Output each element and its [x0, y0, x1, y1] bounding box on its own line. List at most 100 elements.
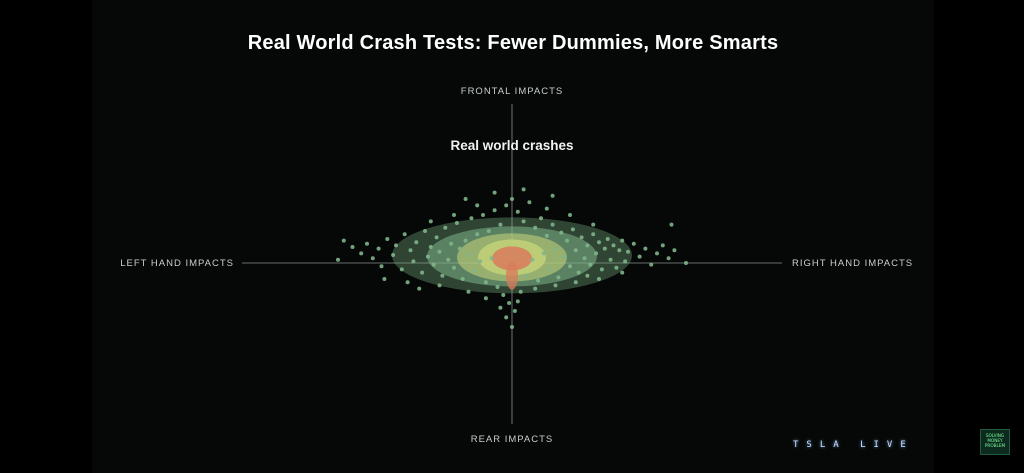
crash-point: [573, 248, 578, 253]
crash-point: [454, 221, 459, 225]
badge-line-3: PROBLEM: [984, 443, 1006, 448]
crash-point: [365, 241, 369, 246]
crash-point: [585, 243, 590, 248]
crash-point: [521, 219, 526, 224]
density-blob-4: [492, 246, 532, 271]
crash-point: [527, 200, 532, 205]
crash-point: [402, 232, 407, 237]
crash-point: [524, 273, 529, 278]
crash-point: [643, 246, 648, 251]
crash-point: [492, 208, 497, 213]
crash-point: [623, 259, 628, 264]
crash-point: [469, 216, 474, 221]
crash-point: [443, 225, 448, 230]
channel-badge-logo: SOLVING MONEY PROBLEM: [980, 429, 1010, 455]
crash-point: [504, 203, 509, 208]
crash-point: [466, 253, 471, 257]
tsla-live-logo: TSLA LIVE: [793, 440, 914, 450]
crash-point: [420, 270, 425, 275]
crash-point: [492, 190, 497, 195]
crash-point: [478, 259, 483, 264]
crash-point: [553, 246, 558, 251]
crash-point: [649, 262, 654, 267]
crash-point: [425, 254, 430, 259]
crash-point: [570, 227, 575, 232]
density-layer: [392, 217, 632, 294]
crash-point: [382, 277, 387, 281]
crash-point: [457, 246, 462, 251]
crash-point: [594, 251, 599, 256]
crash-point: [553, 283, 558, 288]
crash-point: [547, 267, 552, 272]
crash-point: [515, 209, 520, 214]
crash-point: [440, 273, 445, 278]
crash-point: [501, 293, 506, 297]
crash-point: [588, 262, 593, 267]
crash-point: [530, 257, 535, 262]
crash-point: [597, 277, 601, 281]
crash-point: [608, 257, 613, 262]
crash-point: [399, 267, 404, 272]
crash-point: [507, 301, 512, 305]
crash-point: [359, 251, 364, 256]
crash-point: [544, 233, 549, 238]
crash-point: [620, 238, 625, 243]
crash-point: [498, 222, 503, 227]
crash-point: [536, 278, 541, 283]
crash-point: [562, 254, 567, 259]
crash-point: [336, 257, 340, 262]
crash-point: [544, 206, 549, 211]
crash-point: [449, 241, 454, 246]
crash-point: [614, 265, 619, 270]
crash-point: [579, 235, 584, 240]
crash-point: [591, 222, 596, 227]
crash-point: [568, 264, 572, 269]
crash-point: [385, 237, 390, 241]
crash-point: [481, 213, 485, 217]
crash-point: [602, 246, 607, 251]
crash-point: [672, 248, 677, 253]
crash-point: [434, 235, 439, 240]
crash-point: [666, 256, 671, 261]
crash-point: [486, 229, 491, 233]
density-rear-streak: [506, 261, 518, 290]
crash-point: [637, 254, 642, 259]
crash-point: [512, 309, 517, 313]
crash-point: [550, 193, 555, 198]
crash-point: [428, 219, 433, 224]
crash-point: [550, 222, 555, 227]
crash-point: [582, 256, 587, 261]
axis-label-right: RIGHT HAND IMPACTS: [792, 258, 914, 269]
crash-point: [599, 267, 604, 272]
crash-point: [626, 249, 630, 254]
crash-point: [428, 245, 433, 249]
crash-point: [417, 286, 422, 291]
crash-point: [684, 261, 688, 265]
crash-point: [475, 232, 480, 237]
crash-point: [521, 187, 526, 192]
crash-point: [408, 248, 413, 253]
crash-point: [466, 289, 471, 294]
crash-point: [617, 248, 622, 253]
crash-point: [489, 256, 494, 261]
crash-point: [597, 240, 601, 245]
crash-point: [568, 213, 572, 217]
crash-point: [533, 225, 538, 230]
crash-point: [463, 238, 468, 243]
crash-point: [350, 245, 355, 249]
crash-point: [437, 249, 442, 254]
chart-subtitle: Real world crashes: [450, 138, 574, 153]
crash-point: [483, 280, 488, 285]
badge-line-2: MONEY: [987, 438, 1003, 443]
crash-point: [605, 237, 610, 241]
crash-point: [510, 197, 514, 201]
crash-point: [510, 325, 514, 329]
crash-point: [559, 230, 564, 235]
crash-point: [452, 213, 456, 217]
crash-point: [463, 197, 468, 201]
crash-point: [631, 241, 636, 246]
crash-point: [370, 256, 375, 261]
crash-point: [556, 275, 561, 280]
crash-point: [585, 273, 590, 278]
